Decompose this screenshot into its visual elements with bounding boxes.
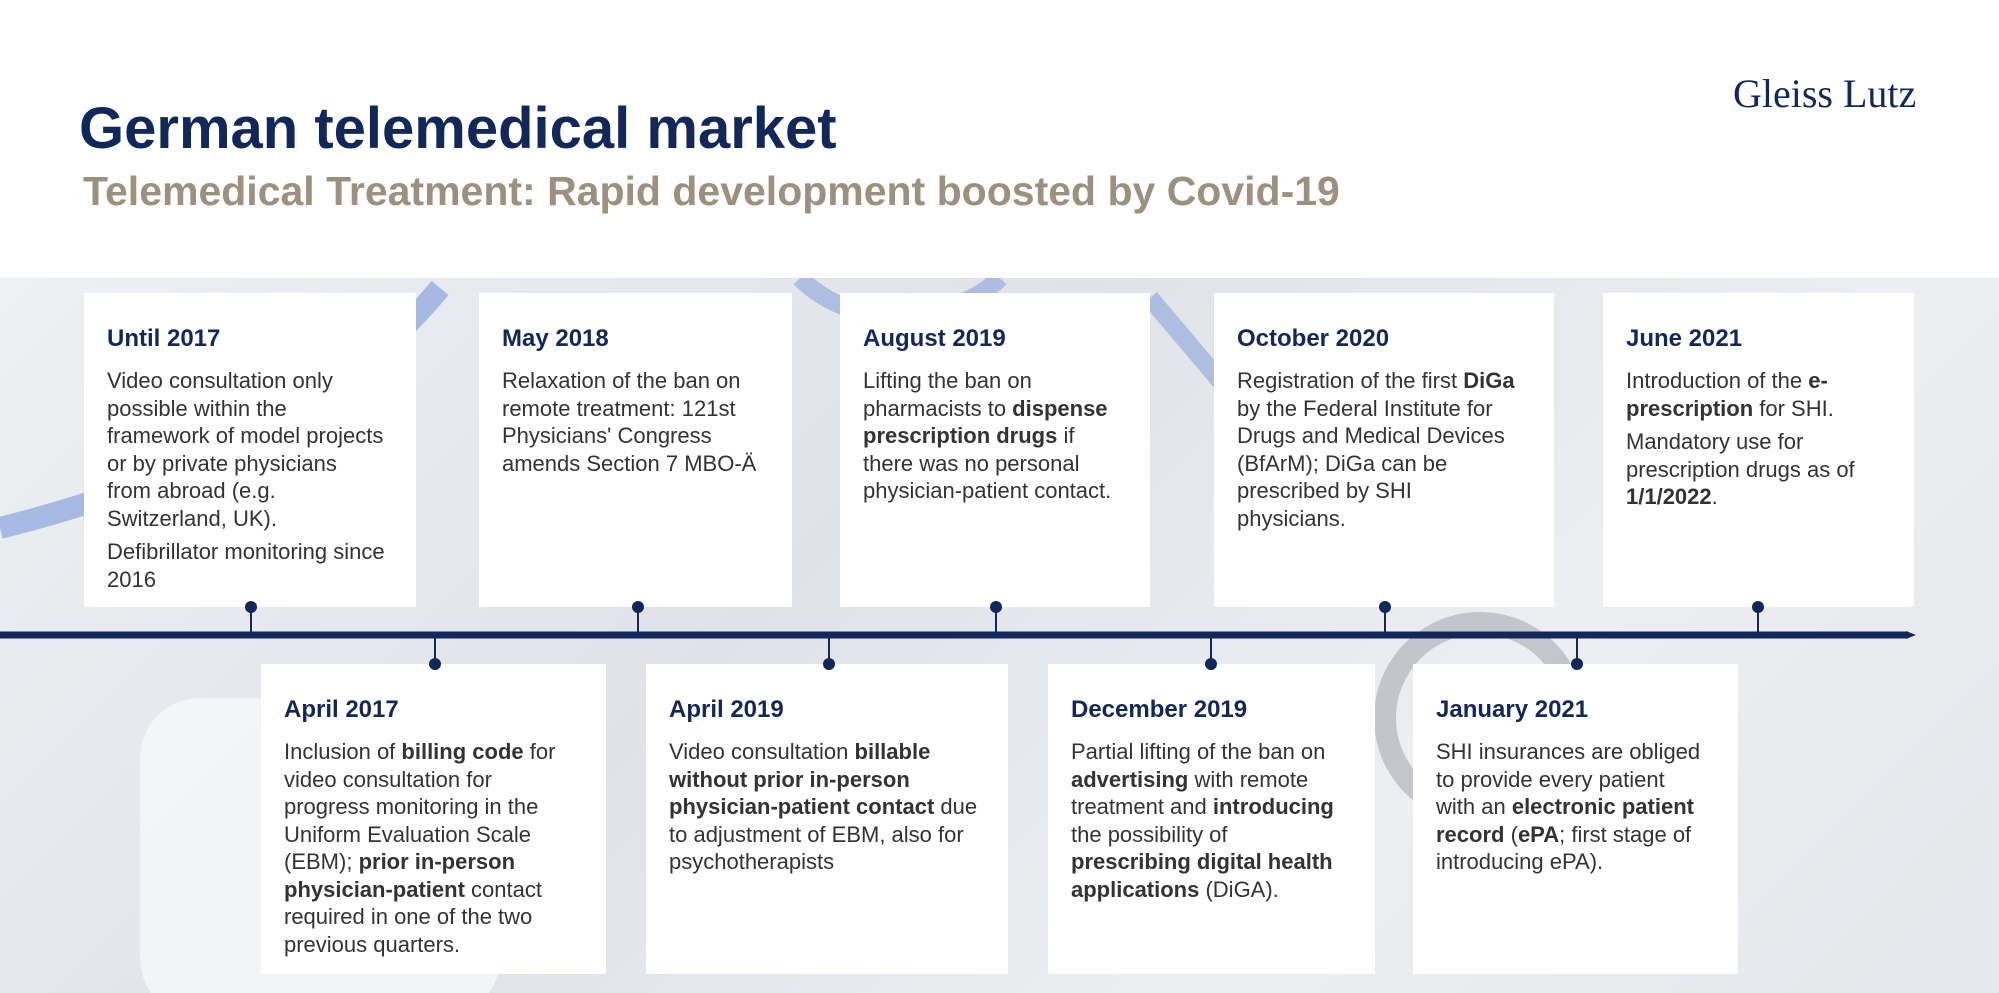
event-text-run: Partial lifting of the ban on [1071, 739, 1326, 764]
event-text-run: Video consultation [669, 739, 855, 764]
timeline-dot [429, 658, 441, 670]
event-card: October 2020 Registration of the first Di… [1214, 293, 1554, 607]
timeline-dot [632, 601, 644, 613]
event-date: August 2019 [863, 325, 1006, 352]
event-date: April 2017 [284, 696, 399, 723]
event-card: Until 2017 Video consultation only possib… [84, 293, 416, 607]
event-text-run: contact required in one of the two previ… [284, 876, 542, 957]
event-text: SHI insurances are obliged to provide ev… [1436, 738, 1708, 876]
timeline-dot [245, 601, 257, 613]
event-text-run: ( [1504, 821, 1518, 847]
event-text: Registration of the first DiGa by the Fe… [1237, 367, 1524, 532]
subtitle: Telemedical Treatment: Rapid development… [83, 168, 1340, 214]
timeline-end [1906, 631, 1916, 639]
event-card: January 2021 SHI insurances are obliged t… [1413, 664, 1738, 974]
timeline-dot [990, 601, 1002, 613]
event-date: June 2021 [1626, 325, 1743, 352]
event-text-bold: advertising [1071, 766, 1189, 792]
event-text-bold: ePA [1517, 821, 1560, 847]
event-text: Defibrillator monitoring since 2016 [107, 538, 386, 593]
timeline-dot [1205, 658, 1217, 670]
event-text-bold: electronic patient record [1436, 794, 1694, 847]
event-text-run: Lifting the ban on pharmacists to [863, 368, 1032, 421]
event-text: Video consultation billable without prio… [669, 738, 978, 876]
timeline-dot [823, 658, 835, 670]
title: German telemedical market [79, 96, 837, 161]
event-card: May 2018 Relaxation of the ban on remote … [479, 293, 792, 607]
event-date: Until 2017 [107, 325, 221, 352]
event-text-run: (DiGA). [1199, 876, 1279, 902]
event-text: Inclusion of billing code for video cons… [284, 738, 576, 958]
event-text-run: the possibility of [1071, 821, 1228, 847]
event-text-bold: billing code [401, 739, 524, 764]
event-date: January 2021 [1436, 696, 1589, 723]
event-text-run: Relaxation of the ban on remote treatmen… [502, 368, 757, 476]
event-text: Video consultation only possible within … [107, 367, 386, 532]
event-text-run: ; first stage of introducing ePA). [1436, 821, 1692, 875]
event-card: August 2019 Lifting the ban on pharmacist… [840, 293, 1150, 607]
event-card: April 2019 Video consultation billable wi… [646, 664, 1008, 974]
event-text: Introduction of the e-prescription for S… [1626, 367, 1884, 422]
event-text-run: Mandatory use for prescription drugs as … [1626, 429, 1855, 482]
event-text-run: if there was no personal physician-patie… [863, 423, 1112, 503]
event-text: Partial lifting of the ban on advertisin… [1071, 738, 1345, 903]
event-date: December 2019 [1071, 696, 1248, 723]
event-text-run: due to adjustment of EBM, also for psych… [669, 794, 978, 874]
event-text-run: SHI insurances are obliged to provide ev… [1436, 739, 1701, 819]
event-text-bold: prescribing digital health applications [1071, 849, 1333, 902]
event-date: May 2018 [502, 325, 609, 352]
event-text-run: Defibrillator monitoring since 2016 [107, 539, 385, 592]
event-text-run: Video consultation only possible within … [107, 368, 384, 531]
event-text-run: for SHI. [1753, 395, 1834, 421]
event-text-bold: introducing [1212, 794, 1334, 819]
event-text: Lifting the ban on pharmacists to dispen… [863, 367, 1120, 505]
event-date: April 2019 [669, 696, 784, 723]
event-text-bold: DiGa [1463, 368, 1515, 393]
event-text-bold: billable without prior in-person physici… [669, 739, 935, 819]
event-text-run: Inclusion of [284, 739, 402, 764]
event-text-run: by the Federal Institute for Drugs and M… [1237, 395, 1505, 531]
event-text-run: with remote treatment and [1071, 766, 1309, 820]
timeline-dot [1571, 658, 1583, 670]
event-date: October 2020 [1237, 325, 1390, 352]
event-text-run: for video consultation for progress moni… [284, 739, 556, 874]
timeline-dot [1379, 601, 1391, 613]
event-text-run: . [1711, 484, 1718, 509]
event-text-run: Introduction of the [1626, 368, 1809, 393]
event-text-bold: prior in-person physician-patient [284, 849, 516, 902]
logo: Gleiss Lutz [1733, 71, 1917, 116]
event-text: Relaxation of the ban on remote treatmen… [502, 367, 762, 477]
event-text-bold: e-prescription [1626, 368, 1828, 421]
event-text-bold: dispense prescription drugs [863, 395, 1108, 449]
event-card: June 2021 Introduction of the e-prescript… [1603, 293, 1914, 607]
timeline-dot [1752, 601, 1764, 613]
event-text-run: Registration of the first [1237, 368, 1464, 393]
event-card: April 2017 Inclusion of billing code for … [261, 664, 606, 974]
event-text-bold: 1/1/2022 [1626, 484, 1712, 509]
event-text: Mandatory use for prescription drugs as … [1626, 428, 1884, 511]
event-card: December 2019 Partial lifting of the ban … [1048, 664, 1375, 974]
